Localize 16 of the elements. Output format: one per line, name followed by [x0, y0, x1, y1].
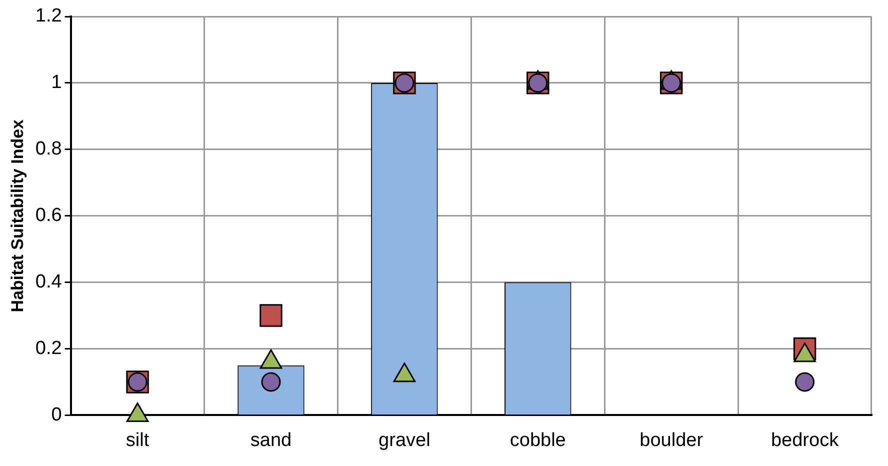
y-tick-label: 0.8 [35, 138, 62, 160]
x-tick-label: sand [250, 430, 292, 451]
x-tick-label: cobble [510, 430, 566, 451]
y-tick-label: 0.2 [35, 338, 62, 359]
y-tick-label: 0.6 [35, 205, 62, 226]
x-tick-label: silt [126, 430, 150, 451]
y-tick-label: 1 [51, 72, 62, 94]
x-tick-label: boulder [640, 430, 704, 451]
x-tick-label: gravel [378, 430, 430, 451]
x-tick-label: bedrock [770, 430, 840, 451]
y-tick-label: 1.2 [35, 6, 62, 27]
point [260, 304, 282, 327]
point [795, 372, 815, 392]
y-tick-label: 0 [51, 404, 62, 426]
y-axis-title: Habitat Suitability Index [8, 118, 27, 312]
y-tick-label: 0.4 [35, 272, 62, 293]
